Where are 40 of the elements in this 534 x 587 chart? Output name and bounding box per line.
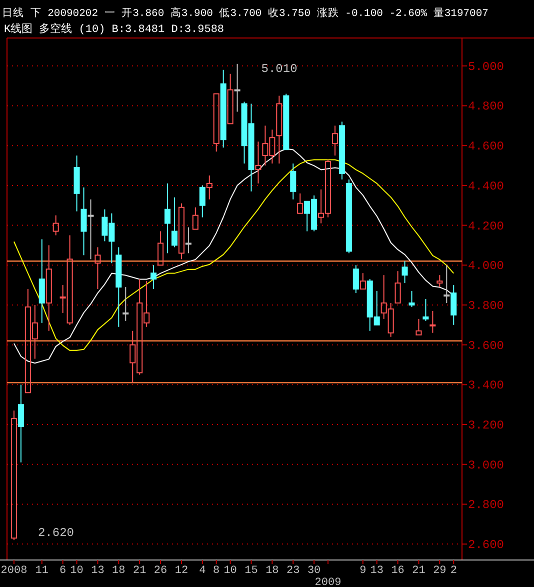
- y-tick-label: 4.600: [468, 140, 504, 154]
- y-tick-label: 3.200: [468, 418, 504, 433]
- y-tick-label: 5.000: [468, 60, 504, 74]
- x-tick-label: 15: [244, 565, 258, 577]
- y-tick-label: 4.400: [468, 179, 504, 194]
- x-tick-label: 6: [60, 565, 66, 577]
- x-tick-label: 8: [213, 565, 220, 577]
- y-tick-label: 3.600: [468, 338, 504, 353]
- y-tick-label: 4.200: [468, 219, 504, 234]
- y-tick-label: 3.800: [468, 298, 504, 313]
- annotation: 2.620: [38, 526, 74, 540]
- x-tick-label: 10: [224, 565, 237, 577]
- x-tick-label: 9: [360, 565, 366, 577]
- y-tick-label: 3.400: [468, 378, 504, 393]
- x-tick-label: 10: [70, 565, 84, 577]
- y-tick-label: 2.800: [468, 498, 504, 512]
- x-tick-label: 21: [132, 565, 147, 577]
- x-tick-label: 2008: [0, 565, 28, 577]
- chart-subtitle: K线图 多空线 (10) B:3.8481 D:3.9588: [4, 22, 224, 36]
- x-tick-label: 18: [112, 565, 126, 577]
- x-tick-label: 23: [286, 565, 300, 577]
- y-tick-label: 3.000: [468, 458, 504, 472]
- x-tick-label: 2: [450, 565, 457, 577]
- x-tick-label: 18: [266, 565, 279, 577]
- y-tick-label: 4.800: [468, 100, 504, 114]
- x-tick-label: 11: [35, 565, 49, 577]
- x-tick-label: 12: [174, 565, 188, 577]
- x-tick-label: 2009: [314, 577, 342, 587]
- x-tick-label: 29: [433, 565, 446, 577]
- x-tick-label: 21: [412, 565, 426, 577]
- x-tick-label: 13: [91, 565, 104, 577]
- annotation: 5.010: [261, 62, 298, 76]
- x-tick-label: 4: [199, 565, 206, 577]
- y-tick-label: 4.000: [468, 259, 504, 274]
- x-tick-label: 30: [307, 565, 321, 577]
- x-tick-label: 26: [154, 565, 168, 577]
- x-tick-label: 16: [391, 565, 404, 577]
- chart-title: 日线 下 20090202 一 开3.860 高3.900 低3.700 收3.750 涨跌 -0.100 -2.60% 量3197007: [2, 6, 488, 20]
- y-tick-label: 2.600: [468, 538, 504, 552]
- x-tick-label: 13: [370, 565, 384, 577]
